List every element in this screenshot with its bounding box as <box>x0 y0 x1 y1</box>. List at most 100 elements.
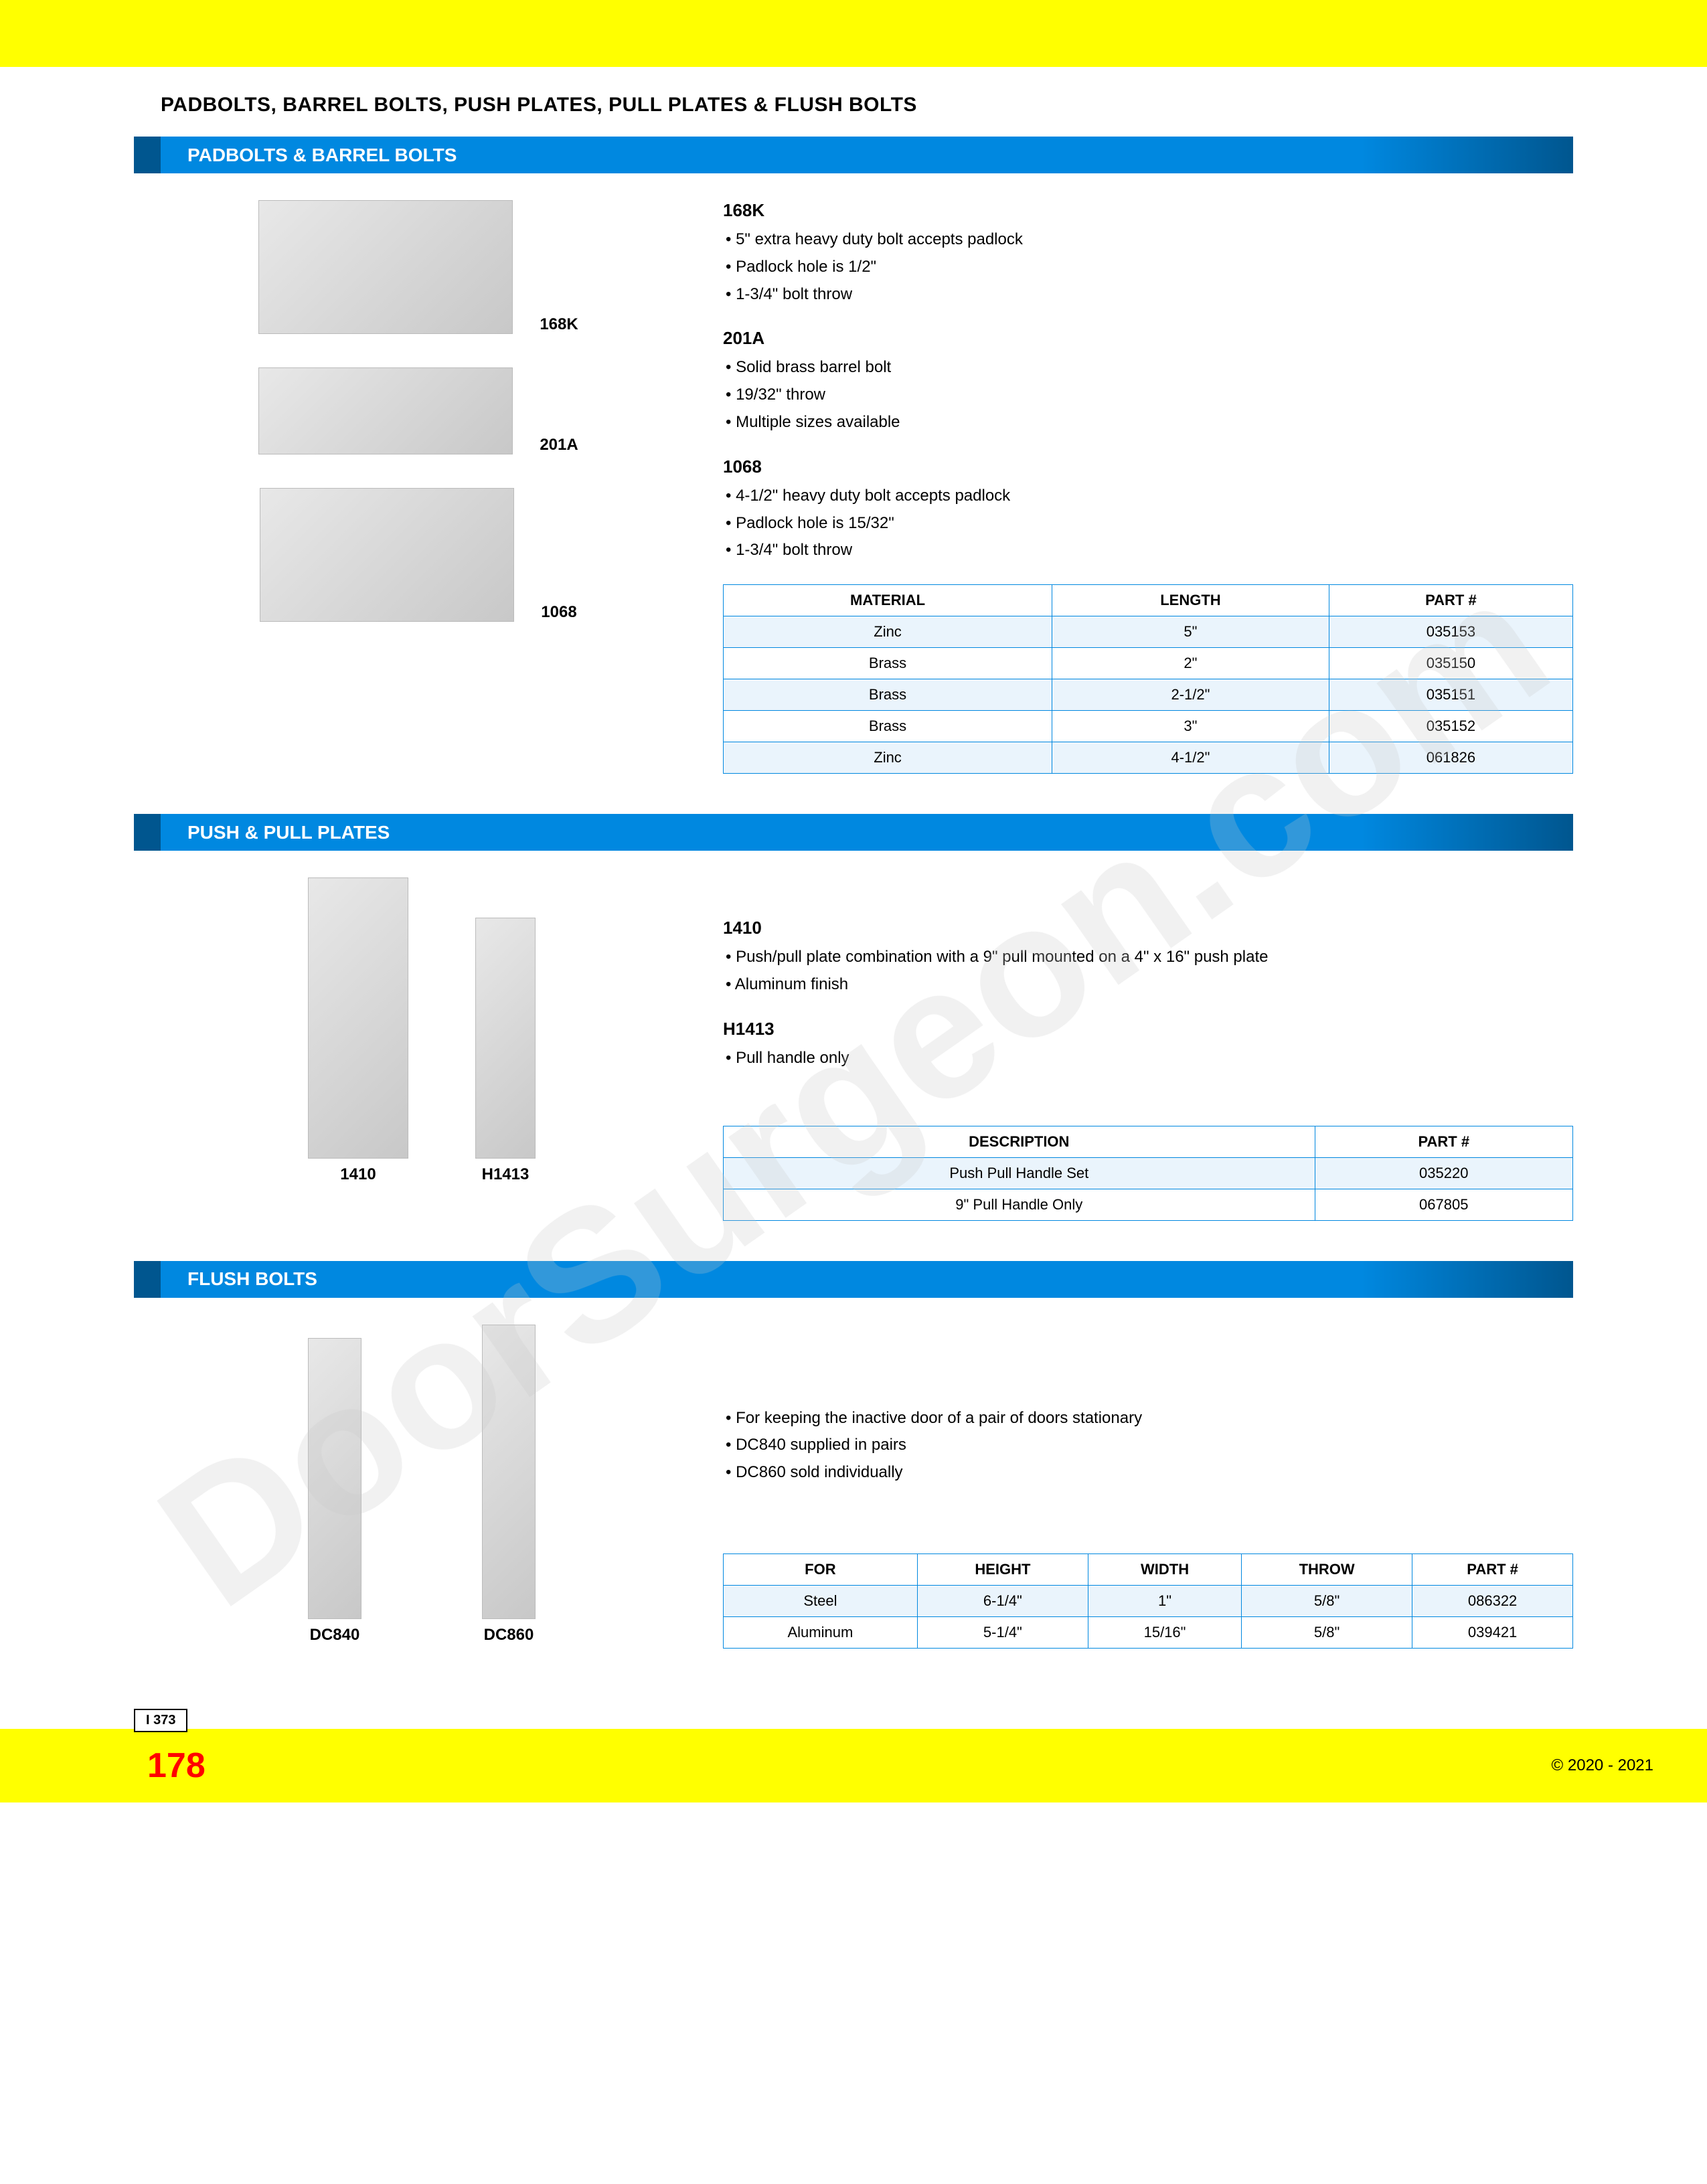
section3-body: DC840 DC860 For keeping the inactive doo… <box>134 1298 1573 1689</box>
product-label-201a: 201A <box>540 436 584 454</box>
spec-list: Push/pull plate combination with a 9" pu… <box>723 944 1573 999</box>
spec-list: 4-1/2" heavy duty bolt accepts padlockPa… <box>723 483 1573 564</box>
section3-images: DC840 DC860 <box>161 1325 683 1649</box>
spec-block: 201A Solid brass barrel bolt19/32" throwM… <box>723 328 1573 436</box>
table-cell: 5-1/4" <box>917 1616 1088 1648</box>
spec-item: Multiple sizes available <box>723 409 1573 436</box>
product-image-h1413 <box>475 918 536 1159</box>
product-image-dc840 <box>308 1338 361 1619</box>
table-cell: 039421 <box>1412 1616 1573 1648</box>
product-label-1068: 1068 <box>541 603 583 622</box>
spec-block: H1413 Pull handle only <box>723 1019 1573 1072</box>
product-label-h1413: H1413 <box>482 1165 530 1184</box>
table-cell: Push Pull Handle Set <box>724 1157 1315 1189</box>
table-cell: 5/8" <box>1242 1585 1412 1616</box>
table-cell: Brass <box>724 711 1052 742</box>
spec-item: Padlock hole is 15/32" <box>723 510 1573 537</box>
table-cell: 086322 <box>1412 1585 1573 1616</box>
section3-header: FLUSH BOLTS <box>161 1261 1573 1298</box>
section2-images: 1410 H1413 <box>161 877 683 1220</box>
section2-specs: 1410 Push/pull plate combination with a 9… <box>723 877 1573 1220</box>
table-cell: 035150 <box>1329 648 1572 679</box>
table-header-cell: PART # <box>1315 1126 1572 1157</box>
table-header-cell: PART # <box>1412 1553 1573 1585</box>
table-cell: Brass <box>724 679 1052 711</box>
table-cell: Zinc <box>724 742 1052 774</box>
section3-table: FORHEIGHTWIDTHTHROWPART # Steel6-1/4"1"5… <box>723 1553 1573 1649</box>
table-header-cell: HEIGHT <box>917 1553 1088 1585</box>
table-cell: Aluminum <box>724 1616 918 1648</box>
section1-body: 168K 201A 1068 168K 5" extra heavy duty b… <box>134 173 1573 814</box>
table-cell: 035153 <box>1329 616 1572 648</box>
spec-list: Pull handle only <box>723 1045 1573 1072</box>
table-cell: Steel <box>724 1585 918 1616</box>
product-label-1410: 1410 <box>340 1165 376 1184</box>
section1-table: MATERIALLENGTHPART # Zinc5"035153Brass2"… <box>723 584 1573 774</box>
product-image-168k <box>258 200 513 334</box>
table-row: 9" Pull Handle Only067805 <box>724 1189 1573 1220</box>
spec-block: 1068 4-1/2" heavy duty bolt accepts padlo… <box>723 456 1573 564</box>
section1-header: PADBOLTS & BARREL BOLTS <box>161 137 1573 173</box>
table-row: Zinc4-1/2"061826 <box>724 742 1573 774</box>
spec-item: DC860 sold individually <box>723 1459 1573 1487</box>
section3-title: FLUSH BOLTS <box>187 1268 317 1290</box>
spec-title: H1413 <box>723 1019 1573 1039</box>
section2-header: PUSH & PULL PLATES <box>161 814 1573 851</box>
spec-list: 5" extra heavy duty bolt accepts padlock… <box>723 226 1573 308</box>
spec-block: 168K 5" extra heavy duty bolt accepts pad… <box>723 200 1573 308</box>
product-image-201a <box>258 367 513 454</box>
spec-item: Padlock hole is 1/2" <box>723 254 1573 281</box>
section1-specs: 168K 5" extra heavy duty bolt accepts pad… <box>723 200 1573 774</box>
table-header-cell: FOR <box>724 1553 918 1585</box>
product-image-1410 <box>308 877 408 1159</box>
table-cell: 2-1/2" <box>1052 679 1329 711</box>
product-image-dc860 <box>482 1325 536 1619</box>
section2-table: DESCRIPTIONPART # Push Pull Handle Set03… <box>723 1126 1573 1221</box>
table-cell: 061826 <box>1329 742 1572 774</box>
table-row: Steel6-1/4"1"5/8"086322 <box>724 1585 1573 1616</box>
table-cell: 5/8" <box>1242 1616 1412 1648</box>
table-cell: 035151 <box>1329 679 1572 711</box>
product-label-168k: 168K <box>540 315 584 334</box>
table-cell: 15/16" <box>1088 1616 1241 1648</box>
section1-images: 168K 201A 1068 <box>161 200 683 774</box>
spec-list: For keeping the inactive door of a pair … <box>723 1405 1573 1487</box>
table-header-cell: PART # <box>1329 585 1572 616</box>
table-row: Brass2-1/2"035151 <box>724 679 1573 711</box>
spec-title: 1410 <box>723 918 1573 938</box>
spec-item: 4-1/2" heavy duty bolt accepts padlock <box>723 483 1573 510</box>
section3-specs: For keeping the inactive door of a pair … <box>723 1325 1573 1649</box>
spec-item: DC840 supplied in pairs <box>723 1432 1573 1459</box>
spec-item: 1-3/4" bolt throw <box>723 537 1573 564</box>
table-row: Zinc5"035153 <box>724 616 1573 648</box>
section2-body: 1410 H1413 1410 Push/pull plate combinati… <box>134 851 1573 1260</box>
spec-title: 201A <box>723 328 1573 349</box>
table-cell: 2" <box>1052 648 1329 679</box>
top-banner <box>0 0 1707 67</box>
table-cell: Zinc <box>724 616 1052 648</box>
table-cell: 035152 <box>1329 711 1572 742</box>
table-cell: Brass <box>724 648 1052 679</box>
table-cell: 067805 <box>1315 1189 1572 1220</box>
section2-title: PUSH & PULL PLATES <box>187 822 390 843</box>
table-header-cell: DESCRIPTION <box>724 1126 1315 1157</box>
table-row: Brass3"035152 <box>724 711 1573 742</box>
footer: I 373 178 © 2020 - 2021 <box>0 1729 1707 1802</box>
table-cell: 4-1/2" <box>1052 742 1329 774</box>
spec-list: Solid brass barrel bolt19/32" throwMulti… <box>723 354 1573 436</box>
table-cell: 3" <box>1052 711 1329 742</box>
product-image-1068 <box>260 488 514 622</box>
spec-item: 5" extra heavy duty bolt accepts padlock <box>723 226 1573 254</box>
spec-item: 19/32" throw <box>723 382 1573 409</box>
product-label-dc840: DC840 <box>310 1626 360 1645</box>
table-cell: 035220 <box>1315 1157 1572 1189</box>
spec-title: 168K <box>723 200 1573 221</box>
table-cell: 9" Pull Handle Only <box>724 1189 1315 1220</box>
spec-item: Solid brass barrel bolt <box>723 354 1573 382</box>
table-cell: 6-1/4" <box>917 1585 1088 1616</box>
spec-block: 1410 Push/pull plate combination with a 9… <box>723 918 1573 999</box>
spec-title: 1068 <box>723 456 1573 477</box>
table-header-cell: LENGTH <box>1052 585 1329 616</box>
page-title: PADBOLTS, BARREL BOLTS, PUSH PLATES, PUL… <box>134 67 1573 137</box>
spec-block: For keeping the inactive door of a pair … <box>723 1405 1573 1487</box>
